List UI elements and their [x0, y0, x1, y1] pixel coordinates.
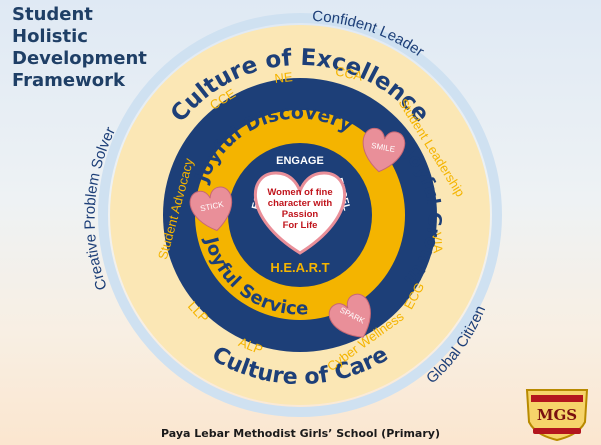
title-line: Holistic	[12, 26, 88, 47]
school-crest-logo: MGS	[525, 389, 589, 442]
programme-ne: NE	[274, 69, 294, 86]
core-heart-line: Women of fine	[267, 187, 332, 198]
outer-glow-ring	[98, 13, 502, 417]
framework-diagram: Culture of Excellence Culture of Care Co…	[82, 8, 502, 417]
school-name: Paya Lebar Methodist Girls’ School (Prim…	[161, 427, 440, 440]
spark-heart: SPARK	[328, 293, 371, 338]
core-heart: Women of fine character with Passion For…	[253, 171, 347, 255]
stick-heart: STICK	[189, 186, 233, 232]
title-line: Framework	[12, 70, 125, 91]
programme-via: VIA	[429, 232, 445, 254]
framework-title: Student Holistic Development Framework	[12, 4, 182, 92]
heart-icon	[328, 293, 371, 338]
engage-label: ENGAGE	[276, 155, 324, 167]
title-line: Student	[12, 4, 93, 25]
core-heart-line: character with	[268, 198, 333, 209]
smile-heart: SMILE	[362, 128, 406, 173]
heart-icon	[253, 171, 347, 255]
heart-acronym: H.E.A.R.T	[270, 260, 329, 275]
heart-icon	[362, 128, 406, 173]
programme-cca: CCA	[334, 63, 364, 83]
heart-icon	[189, 186, 233, 232]
smile-label: SMILE	[370, 141, 395, 154]
title-line: Development	[12, 48, 147, 69]
svg-text:MGS: MGS	[537, 406, 577, 424]
core-heart-line: For Life	[283, 220, 318, 231]
core-heart-line: Passion	[282, 209, 319, 220]
